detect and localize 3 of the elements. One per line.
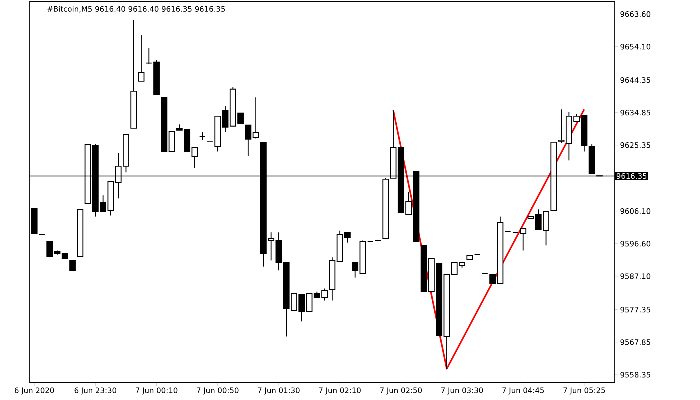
candlestick [138,34,145,82]
candlestick [199,132,206,141]
candlestick [70,260,76,272]
